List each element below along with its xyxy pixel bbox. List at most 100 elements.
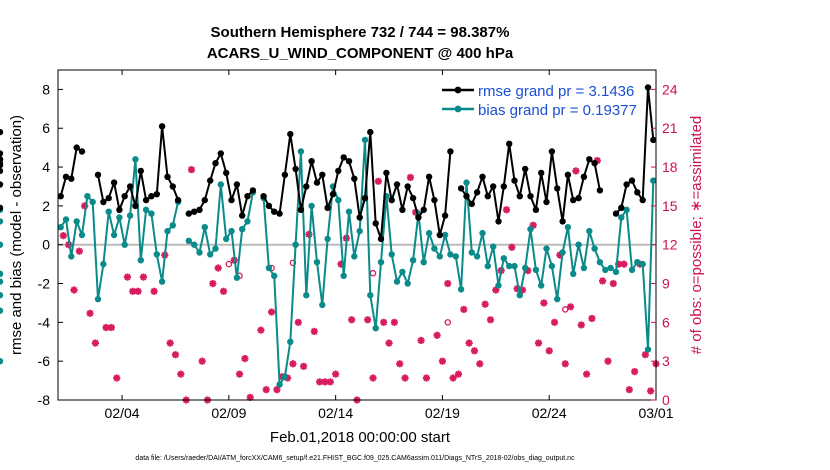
- data-point: [591, 160, 598, 167]
- data-point: [158, 123, 166, 130]
- data-point: [105, 208, 112, 215]
- plot-area: [58, 70, 656, 400]
- data-point: [367, 128, 374, 136]
- data-point: [308, 202, 315, 210]
- data-point: [121, 193, 128, 200]
- data-point: [500, 255, 507, 262]
- data-point: [575, 194, 582, 202]
- assimilated-obs-marker: [566, 303, 575, 311]
- y2-tick-label: 24: [662, 81, 678, 97]
- data-point: [276, 210, 283, 217]
- assimilated-obs-marker: [385, 339, 393, 347]
- data-point: [484, 262, 491, 270]
- legend-rmse-label: rmse grand pr = 3.1436: [478, 83, 634, 100]
- assimilated-obs-marker: [588, 314, 596, 323]
- assimilated-obs-marker: [401, 374, 409, 382]
- assimilated-obs-marker: [198, 357, 206, 365]
- data-point: [554, 295, 561, 303]
- data-point: [0, 241, 4, 248]
- y-tick-label: -4: [38, 314, 51, 330]
- data-point: [201, 224, 208, 231]
- data-point: [110, 179, 118, 186]
- data-point: [340, 154, 347, 161]
- y-tick-label: 0: [42, 237, 50, 253]
- data-point: [94, 295, 102, 303]
- data-point: [393, 278, 401, 285]
- data-point: [538, 169, 545, 177]
- data-point: [516, 193, 523, 200]
- data-point: [490, 183, 497, 190]
- data-point: [644, 84, 652, 91]
- data-point: [78, 148, 86, 155]
- y-tick-label: 8: [42, 81, 50, 97]
- data-point: [335, 167, 342, 175]
- data-point: [628, 266, 636, 274]
- data-point: [538, 282, 545, 289]
- data-point: [223, 169, 230, 177]
- assimilated-obs-marker: [294, 318, 302, 326]
- y2-tick-label: 15: [662, 198, 678, 214]
- data-point: [468, 249, 475, 256]
- data-point: [564, 171, 572, 178]
- legend-rmse-marker: [454, 86, 462, 94]
- data-point: [249, 187, 257, 194]
- y2-axis-label: # of obs: o=possible; ∗=assimilated: [688, 116, 705, 355]
- data-point: [313, 259, 321, 266]
- chart-subtitle: ACARS_U_WIND_COMPONENT @ 400 hPa: [207, 45, 514, 62]
- assimilated-obs-marker: [171, 351, 180, 359]
- assimilated-obs-marker: [219, 287, 228, 295]
- data-point: [271, 208, 278, 215]
- data-point: [473, 253, 481, 260]
- assimilated-obs-marker: [609, 279, 617, 288]
- assimilated-obs-marker: [150, 287, 158, 295]
- data-point: [281, 171, 289, 178]
- y2-tick-label: 3: [662, 353, 670, 369]
- data-point: [73, 218, 80, 225]
- data-point: [260, 193, 267, 200]
- data-point: [308, 158, 315, 165]
- data-point: [132, 156, 139, 163]
- y-tick-label: 6: [42, 120, 50, 136]
- data-point: [425, 173, 433, 180]
- data-point: [116, 206, 123, 213]
- assimilated-obs-marker: [267, 308, 276, 316]
- data-point: [137, 167, 144, 175]
- data-point: [372, 220, 379, 227]
- assimilated-obs-marker: [390, 318, 398, 326]
- data-point: [78, 231, 86, 239]
- data-point: [634, 189, 641, 196]
- assimilated-obs-marker: [235, 370, 244, 378]
- data-point: [281, 373, 289, 380]
- data-point: [383, 169, 390, 177]
- data-point: [463, 193, 470, 200]
- assimilated-obs-marker: [177, 370, 185, 378]
- data-point: [217, 181, 224, 188]
- data-point: [345, 208, 353, 215]
- data-point: [62, 173, 70, 180]
- data-point: [457, 185, 465, 192]
- data-point: [68, 253, 75, 260]
- data-point: [68, 175, 75, 182]
- data-point: [196, 249, 203, 256]
- assimilated-obs-marker: [369, 374, 377, 382]
- data-point: [586, 227, 593, 235]
- data-point: [244, 193, 251, 200]
- x-tick-label: 02/24: [532, 405, 567, 421]
- data-point: [623, 206, 630, 213]
- data-point: [239, 212, 246, 219]
- assimilated-obs-marker: [572, 167, 580, 175]
- data-point: [596, 187, 604, 194]
- assimilated-obs-marker: [502, 206, 511, 214]
- data-point: [575, 241, 582, 248]
- assimilated-obs-marker: [374, 177, 382, 185]
- assimilated-obs-marker: [577, 321, 585, 329]
- data-point: [196, 206, 203, 213]
- assimilated-obs-marker: [454, 370, 463, 378]
- y2-tick-label: 0: [662, 392, 670, 408]
- data-point: [0, 218, 4, 225]
- y2-axis-ticks: 0 3 6 9 12 15 18 21 24: [651, 81, 678, 408]
- data-point: [500, 183, 507, 190]
- data-point: [431, 245, 438, 252]
- data-point: [639, 260, 646, 268]
- assimilated-obs-marker: [422, 374, 431, 382]
